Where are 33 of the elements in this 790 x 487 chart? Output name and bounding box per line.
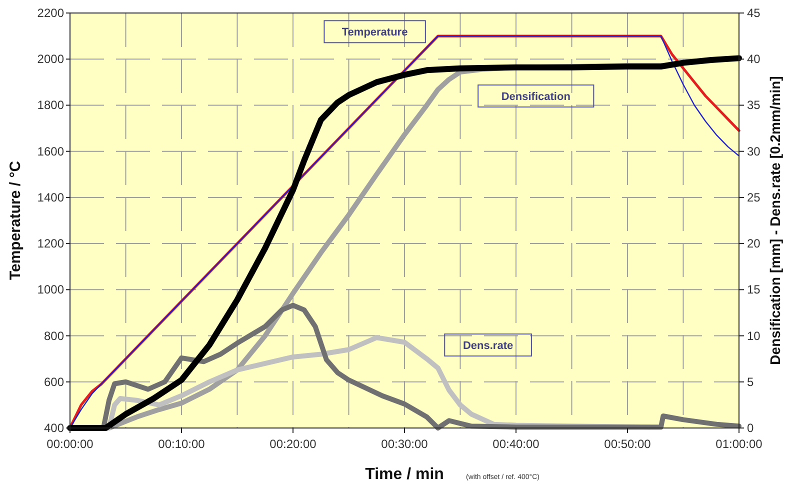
y-tick-label: 1600 [37,144,64,158]
y2-axis-title: Densification [mm] - Dens.rate [0.2mm/min] [767,76,783,365]
x-tick-label: 00:20:00 [270,437,317,451]
y-tick-label: 400 [44,421,64,435]
y-tick-label: 800 [44,328,64,343]
y2-tick-label: 40 [747,52,761,66]
y2-tick-label: 15 [747,282,761,297]
x-tick-label: 00:00:00 [46,437,94,451]
y-tick-label: 1200 [37,236,64,251]
y-tick-label: 2200 [37,6,64,20]
y2-tick-label: 45 [747,6,761,20]
y2-tick-label: 25 [747,190,761,204]
x-tick-label: 00:40:00 [492,437,540,451]
y2-tick-label: 20 [747,236,761,251]
y-tick-label: 1400 [37,190,64,204]
x-axis-title: Time / min [365,466,444,483]
y2-tick-label: 10 [747,328,761,343]
x-tick-label: 01:00:00 [716,437,763,451]
x-tick-label: 00:50:00 [604,437,652,451]
x-tick-label: 00:10:00 [158,437,206,451]
y2-tick-label: 30 [747,144,761,158]
y-axis-title: Temperature / °C [7,160,24,280]
y-tick-label: 1800 [37,98,64,112]
y-tick-label: 600 [44,374,64,389]
y-tick-label: 1000 [37,282,64,297]
y2-tick-label: 35 [747,98,761,112]
annotation: Temperature [342,26,408,39]
annotation: Dens.rate [462,340,514,352]
annotation: Densification [501,91,571,103]
x-tick-label: 00:30:00 [381,437,428,451]
y-tick-label: 2000 [37,52,64,66]
y2-tick-label: 5 [747,374,754,389]
y2-tick-label: 0 [747,421,754,435]
